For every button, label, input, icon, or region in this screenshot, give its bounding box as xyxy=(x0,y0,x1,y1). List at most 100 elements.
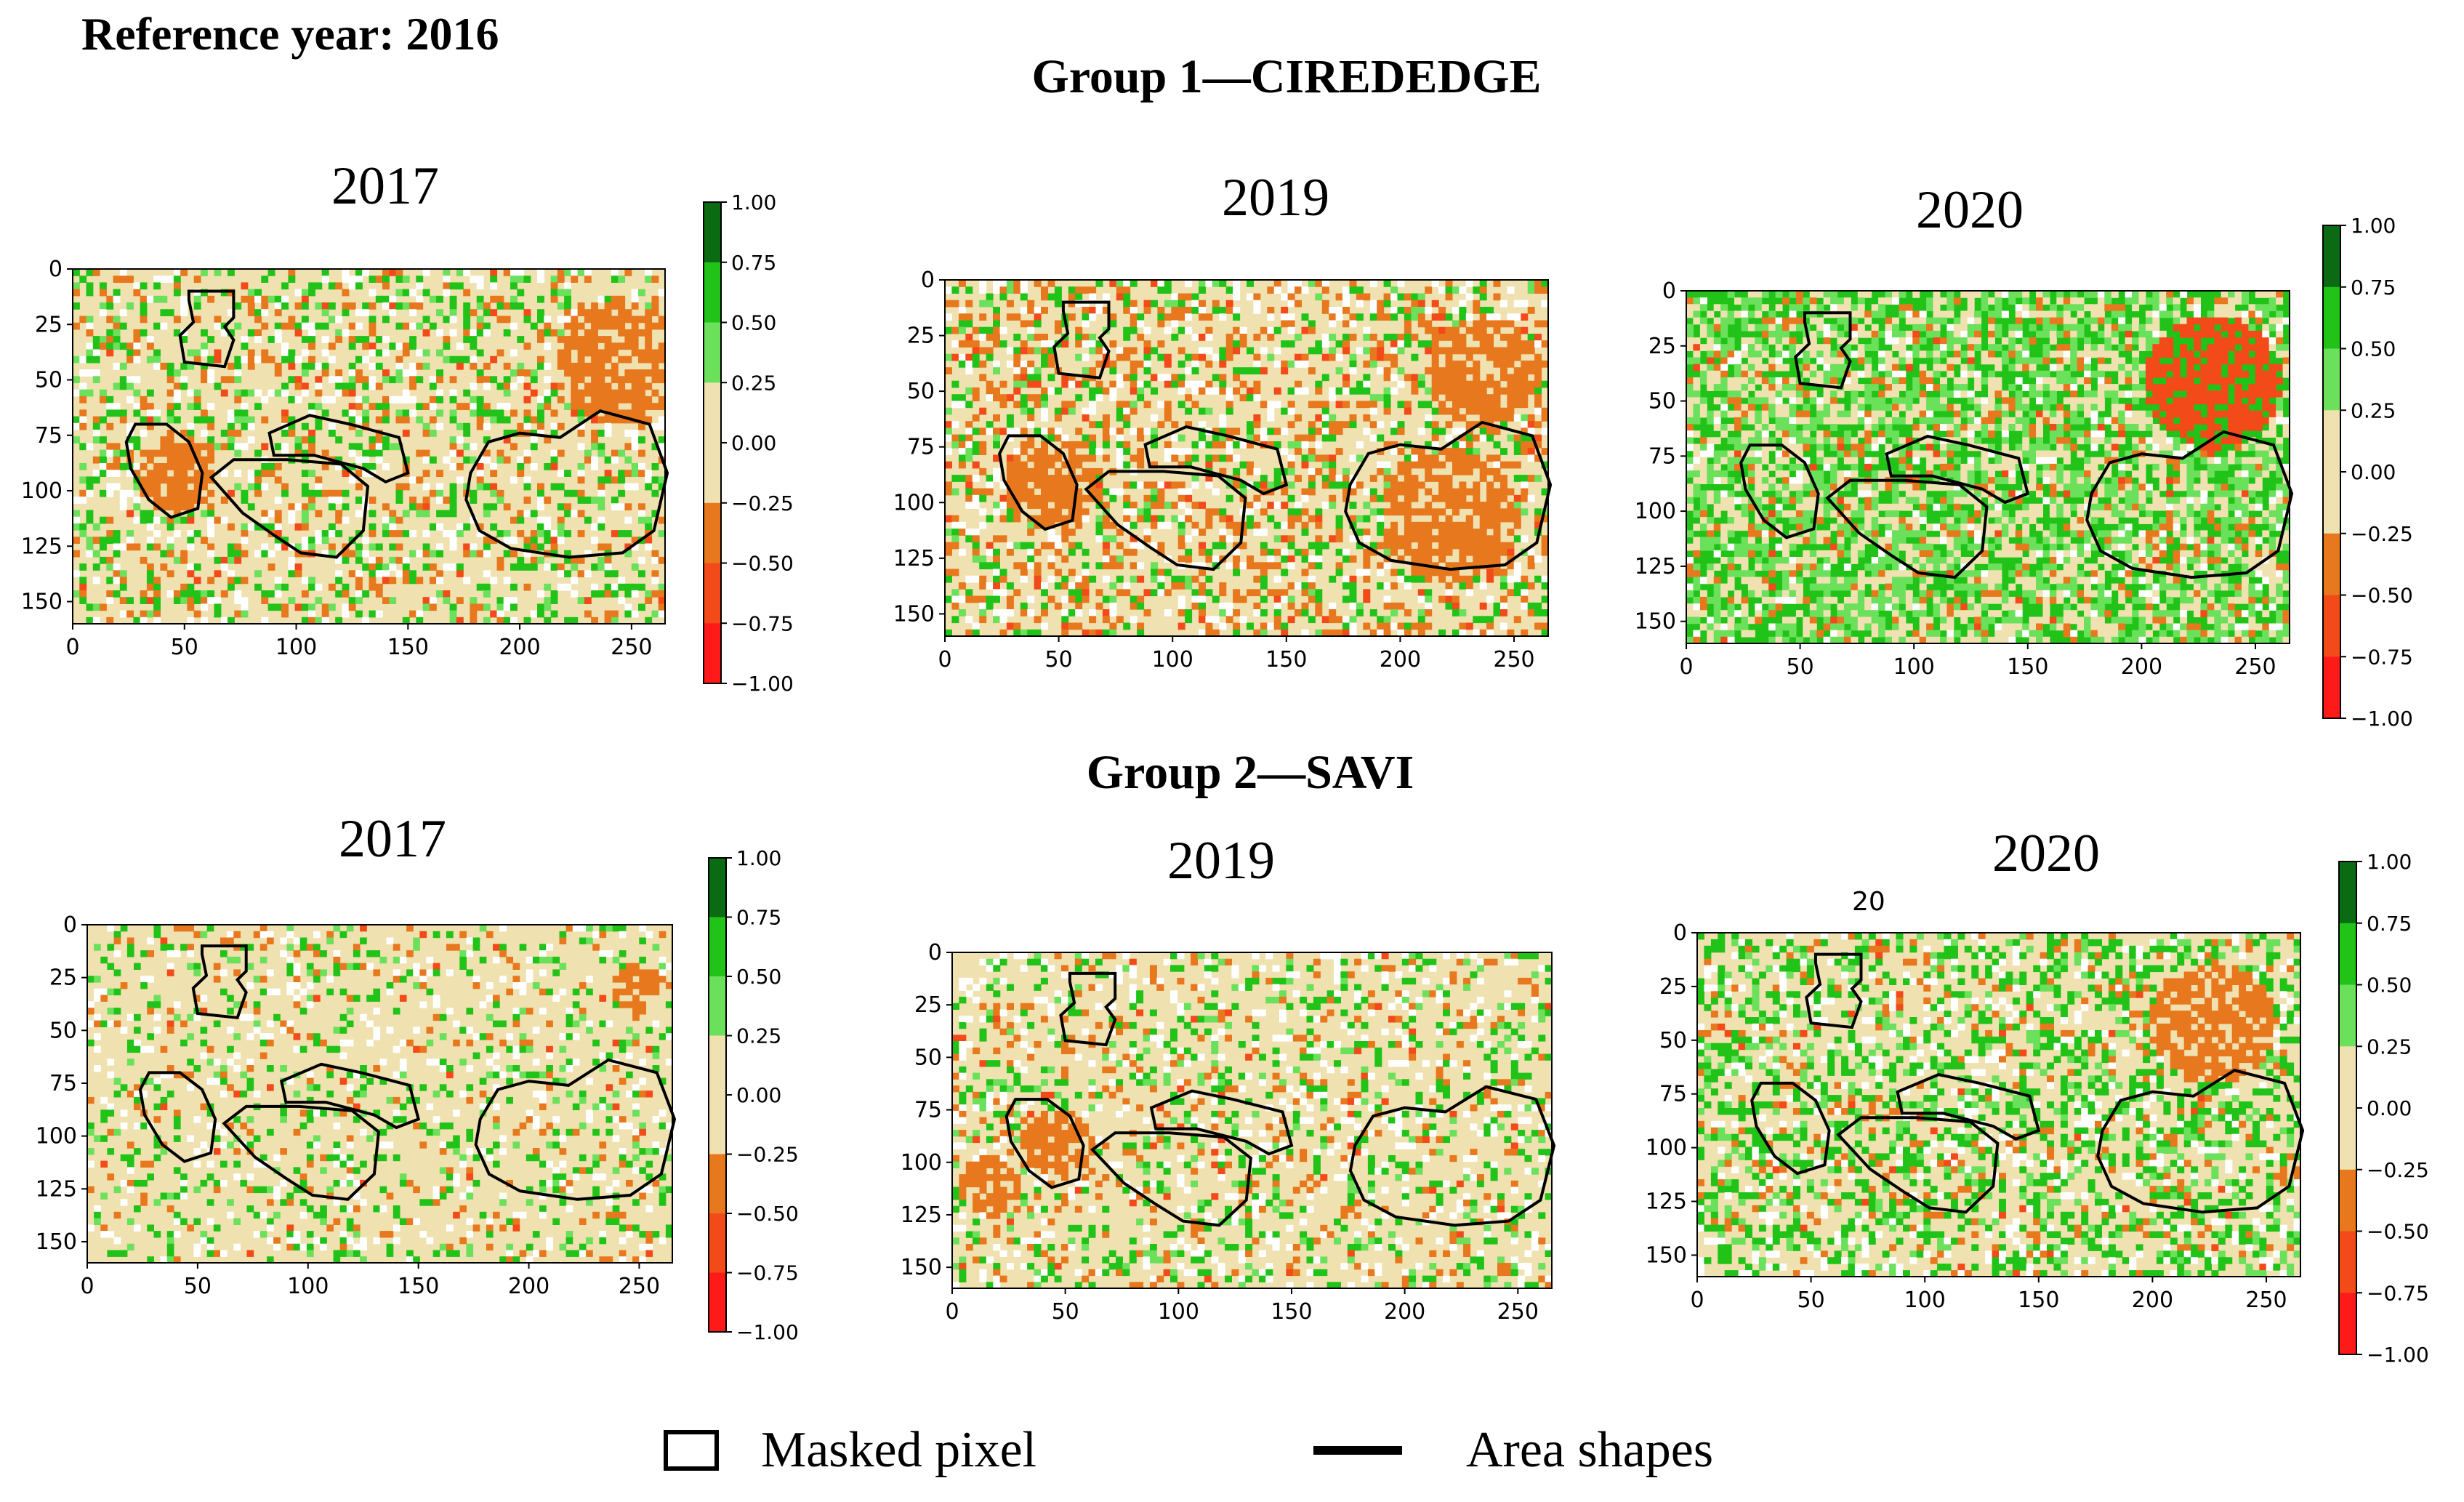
heatmap-cell xyxy=(166,416,174,424)
heatmap-cell xyxy=(490,470,498,477)
heatmap-cell xyxy=(1438,374,1446,382)
heatmap-cell xyxy=(1417,616,1425,624)
heatmap-cell xyxy=(113,409,121,417)
heatmap-cell xyxy=(1041,515,1048,523)
heatmap-cell xyxy=(1431,427,1439,435)
heatmap-cell xyxy=(173,269,181,276)
heatmap-cell xyxy=(1527,454,1535,462)
heatmap-cell xyxy=(1287,326,1295,334)
heatmap-cell xyxy=(530,563,538,571)
heatmap-cell xyxy=(1315,629,1323,637)
heatmap-cell xyxy=(193,530,201,537)
heatmap-cell xyxy=(1041,502,1048,509)
heatmap-cell xyxy=(1329,414,1337,422)
heatmap-cell xyxy=(355,583,363,591)
heatmap-cell xyxy=(241,403,249,410)
heatmap-cell xyxy=(180,269,188,276)
heatmap-cell xyxy=(1321,340,1329,348)
heatmap-cell xyxy=(402,563,410,571)
heatmap-cell xyxy=(1534,407,1542,415)
heatmap-cell xyxy=(409,376,416,384)
heatmap-cell xyxy=(979,616,987,624)
heatmap-cell xyxy=(416,476,424,484)
heatmap-cell xyxy=(1493,320,1501,328)
heatmap-cell xyxy=(1755,477,1763,484)
heatmap-cell xyxy=(1281,535,1289,543)
heatmap-cell xyxy=(1513,494,1521,502)
heatmap-cell xyxy=(187,349,195,357)
heatmap-cell xyxy=(1151,488,1158,496)
heatmap-cell xyxy=(449,356,457,364)
heatmap-cell xyxy=(530,443,538,451)
heatmap-cell xyxy=(261,470,269,477)
heatmap-cell xyxy=(1713,630,1721,638)
heatmap-cell xyxy=(631,610,639,618)
heatmap-cell xyxy=(348,336,356,343)
heatmap-cell xyxy=(228,489,235,497)
heatmap-cell xyxy=(1425,441,1433,449)
heatmap-cell xyxy=(1720,370,1728,378)
heatmap-cell xyxy=(1507,515,1515,523)
heatmap-cell xyxy=(1164,280,1172,287)
heatmap-cell xyxy=(342,289,350,297)
heatmap-cell xyxy=(133,470,141,477)
heatmap-cell xyxy=(1287,562,1295,570)
heatmap-cell xyxy=(972,347,980,355)
heatmap-cell xyxy=(166,537,174,545)
heatmap-cell xyxy=(483,617,491,625)
heatmap-cell xyxy=(1082,494,1090,502)
heatmap-cell xyxy=(1686,610,1694,617)
heatmap-cell xyxy=(1431,367,1439,374)
heatmap-cell xyxy=(1713,417,1721,425)
heatmap-cell xyxy=(571,329,579,337)
heatmap-cell xyxy=(611,349,619,357)
heatmap-cell xyxy=(1686,403,1694,411)
heatmap-cell xyxy=(274,510,282,518)
heatmap-cell xyxy=(1151,502,1158,509)
heatmap-cell xyxy=(1335,448,1343,455)
heatmap-cell xyxy=(577,510,585,518)
heatmap-cell xyxy=(1431,441,1439,449)
heatmap-cell xyxy=(1199,347,1206,355)
heatmap-cell xyxy=(476,322,484,330)
heatmap-cell xyxy=(564,470,571,477)
heatmap-cell xyxy=(1212,629,1220,637)
heatmap-cell xyxy=(201,510,208,518)
heatmap-cell xyxy=(1755,490,1763,498)
heatmap-cell xyxy=(1693,617,1701,625)
heatmap-cell xyxy=(1768,377,1776,385)
heatmap-cell xyxy=(945,427,952,435)
heatmap-cell xyxy=(1452,602,1460,610)
heatmap-cell xyxy=(1233,609,1241,617)
heatmap-cell xyxy=(146,470,154,477)
heatmap-cell xyxy=(1177,461,1185,469)
heatmap-cell xyxy=(207,489,215,497)
heatmap-cell xyxy=(342,583,350,591)
heatmap-cell xyxy=(1541,582,1549,590)
heatmap-cell xyxy=(1707,577,1715,585)
heatmap-cell xyxy=(1782,377,1789,385)
heatmap-cell xyxy=(1287,535,1295,543)
heatmap-cell xyxy=(1369,307,1377,314)
heatmap-cell xyxy=(1534,286,1542,294)
heatmap-cell xyxy=(618,583,626,591)
heatmap-cell xyxy=(1369,280,1377,287)
heatmap-cell xyxy=(321,537,329,545)
heatmap-cell xyxy=(1130,575,1138,583)
heatmap-cell xyxy=(1143,481,1151,489)
heatmap-cell xyxy=(1233,454,1241,462)
heatmap-cell xyxy=(1521,481,1529,489)
heatmap-cell xyxy=(1720,344,1728,351)
heatmap-cell xyxy=(113,403,121,410)
heatmap-cell xyxy=(308,617,315,625)
heatmap-cell xyxy=(483,309,491,316)
heatmap-cell xyxy=(355,443,363,451)
heatmap-cell xyxy=(1775,324,1783,332)
heatmap-cell xyxy=(999,293,1007,301)
heatmap-cell xyxy=(550,430,558,437)
heatmap-cell xyxy=(1177,622,1185,630)
heatmap-cell xyxy=(274,389,282,397)
heatmap-cell xyxy=(1507,542,1515,550)
heatmap-cell xyxy=(1130,542,1138,550)
heatmap-cell xyxy=(1082,380,1090,388)
